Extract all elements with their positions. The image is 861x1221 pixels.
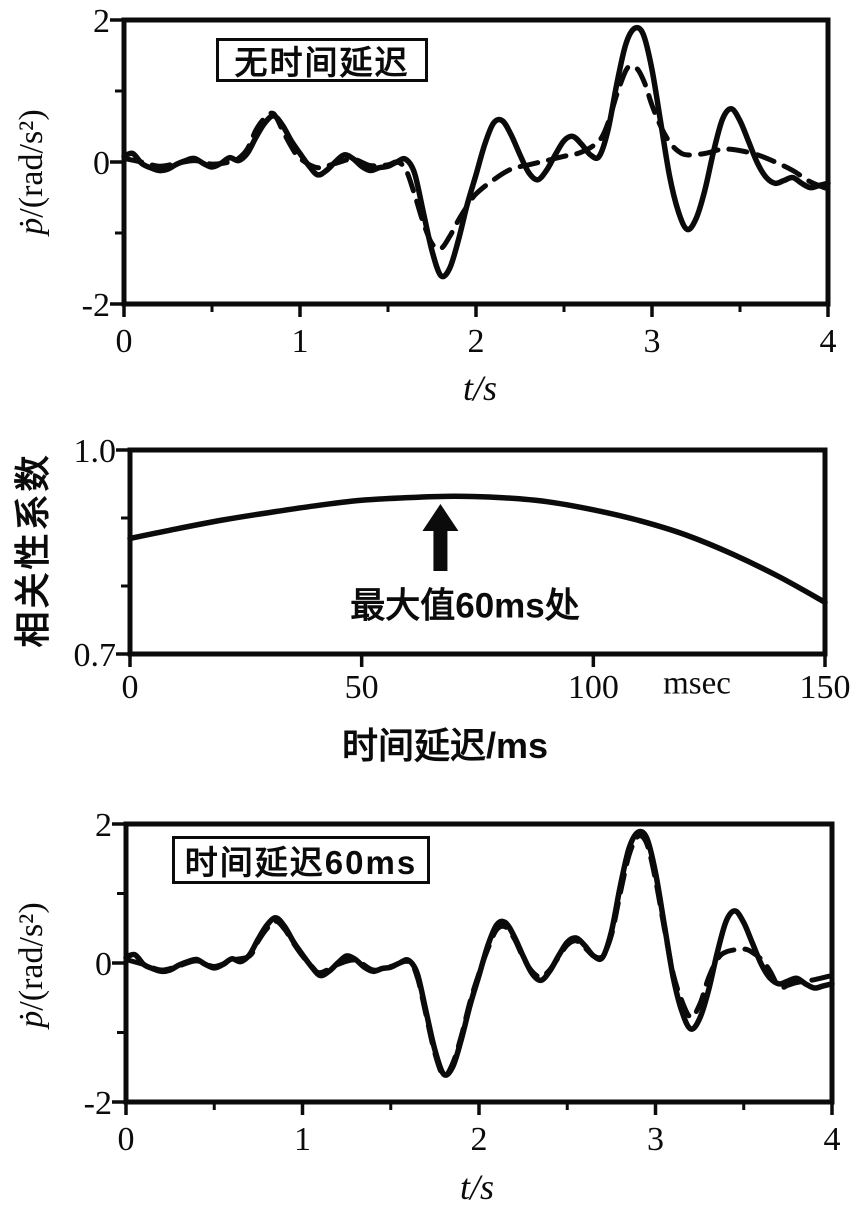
bottom-chart-x-axis-label: t/s — [459, 1167, 495, 1207]
bottom-chart-title-box: 时间延迟60ms — [172, 836, 430, 884]
bottom-roll-acceleration-delayed-y-tick-label: 2 — [95, 807, 112, 844]
bottom-roll-acceleration-delayed-x-tick-label: 4 — [824, 1121, 841, 1158]
top-roll-acceleration-y-tick-label: -2 — [82, 287, 110, 324]
p-units: /(rad/s²) — [13, 902, 50, 1011]
msec-unit-note: msec — [663, 665, 731, 702]
bottom-roll-acceleration-delayed-y-tick-label: 0 — [95, 946, 112, 983]
bottom-roll-acceleration-delayed-y-tick-label: -2 — [84, 1085, 112, 1122]
top-chart-y-axis-label: ṗ/(rad/s²) — [13, 109, 51, 234]
middle-chart-x-axis-label: 时间延迟/ms — [341, 725, 549, 766]
middle-correlation-x-tick-label: 150 — [800, 669, 851, 706]
bottom-roll-acceleration-delayed-dashed-curve — [123, 833, 835, 1079]
middle-correlation-y-tick-label: 1.0 — [74, 433, 117, 470]
p-units: /(rad/s²) — [13, 109, 50, 218]
bottom-roll-acceleration-delayed-x-tick-label: 2 — [471, 1121, 488, 1158]
top-roll-acceleration-y-tick-label: 2 — [93, 3, 110, 40]
top-roll-acceleration-y-tick-label: 0 — [93, 145, 110, 182]
bottom-roll-acceleration-delayed-x-tick-label: 1 — [294, 1121, 311, 1158]
middle-correlation-plot-frame — [127, 447, 828, 657]
middle-correlation-x-tick-label: 100 — [568, 669, 619, 706]
p-dot-symbol: ṗ — [13, 1010, 50, 1028]
middle-correlation-y-tick-label: 0.7 — [74, 637, 117, 674]
middle-chart-y-axis-label: 相关性系数 — [12, 452, 53, 648]
top-chart-x-axis-label: t/s — [462, 368, 498, 408]
top-roll-acceleration-x-tick-label: 1 — [292, 323, 309, 360]
middle-correlation-x-tick-label: 0 — [122, 669, 139, 706]
middle-correlation-x-tick-label: 50 — [345, 669, 379, 706]
top-roll-acceleration-x-tick-label: 3 — [644, 323, 661, 360]
top-roll-acceleration-dashed-curve — [121, 63, 831, 252]
top-roll-acceleration-x-tick-label: 2 — [468, 323, 485, 360]
bottom-chart-y-axis-label: ṗ/(rad/s²) — [13, 902, 51, 1027]
top-chart-title-box: 无时间延迟 — [216, 38, 428, 82]
bottom-roll-acceleration-delayed-x-tick-label: 3 — [647, 1121, 664, 1158]
up-arrow-icon — [422, 504, 459, 571]
top-roll-acceleration-x-tick-label: 4 — [820, 323, 837, 360]
max-at-60ms-annotation: 最大值60ms处 — [350, 586, 580, 626]
p-dot-symbol: ṗ — [13, 217, 50, 235]
bottom-roll-acceleration-delayed-x-tick-label: 0 — [118, 1121, 135, 1158]
top-roll-acceleration-x-tick-label: 0 — [116, 323, 133, 360]
middle-correlation-correlation-curve — [127, 493, 828, 606]
